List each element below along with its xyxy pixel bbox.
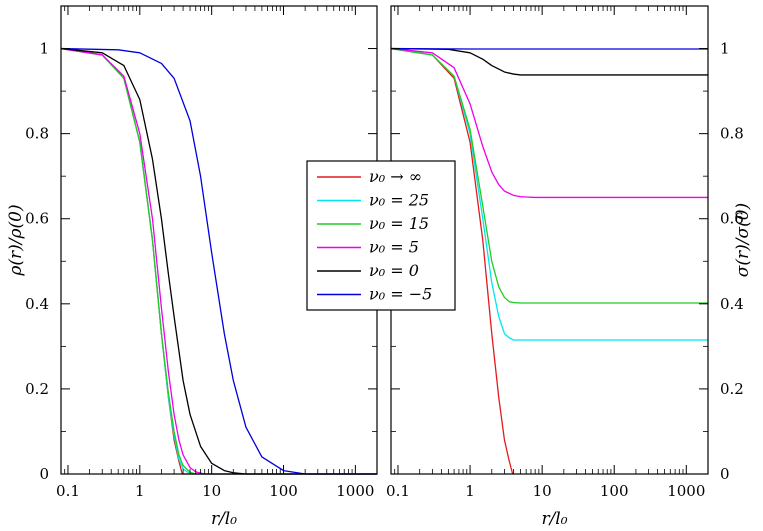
x-axis-label: r/l₀ [211, 509, 237, 529]
series-line-0 [390, 47, 514, 475]
y-tick-label: 0 [39, 465, 49, 483]
x-tick-label: 10 [202, 482, 221, 500]
x-tick-label: 10 [533, 482, 552, 500]
x-tick-label: 1000 [336, 482, 374, 500]
x-tick-label: 0.1 [56, 482, 80, 500]
series-line-3 [60, 47, 377, 475]
y-tick-label: 0.2 [25, 380, 49, 398]
y-tick-label: 0.4 [25, 295, 49, 313]
y-tick-label: 0.6 [720, 210, 744, 228]
legend-box [306, 160, 456, 311]
y-axis-label: ρ(r)/ρ(0) [6, 204, 26, 276]
y-tick-label: 0 [720, 465, 730, 483]
y-tick-label: 0.8 [25, 125, 49, 143]
legend: ν₀ → ∞ ν₀ = 25 ν₀ = 15 ν₀ = 5 ν₀ = 0 ν₀ = −5 [306, 160, 456, 311]
y-tick-label: 1 [720, 40, 730, 58]
legend-label-3: ν₀ = 5 [369, 238, 419, 257]
x-axis-label: r/l₀ [541, 509, 567, 529]
legend-label-5: ν₀ = −5 [369, 285, 432, 304]
x-tick-label: 100 [600, 482, 629, 500]
series-line-4 [390, 47, 708, 76]
x-tick-label: 100 [269, 482, 298, 500]
series-line-3 [390, 47, 708, 199]
right-chart-panel: 0.1 1 10 100 1000 0 0.2 0.4 0.6 0.8 1 r/l₀ σ(r)/σ(0) [386, 5, 753, 529]
legend-label-2: ν₀ = 15 [369, 214, 429, 233]
series-line-4 [60, 47, 377, 475]
y-tick-label: 0.4 [720, 295, 744, 313]
x-tick-label: 1 [465, 482, 475, 500]
y-axis-label: σ(r)/σ(0) [733, 203, 753, 277]
series-line-2 [390, 47, 708, 304]
legend-label-0: ν₀ → ∞ [369, 167, 422, 186]
y-tick-label: 0.6 [25, 210, 49, 228]
y-tick-label: 1 [39, 40, 49, 58]
y-tick-label: 0.2 [720, 380, 744, 398]
x-tick-label: 1 [135, 482, 145, 500]
y-tick-label: 0.8 [720, 125, 744, 143]
x-tick-label: 1000 [667, 482, 705, 500]
left-chart-panel: 0.1 1 10 100 1000 0 0.2 0.4 0.6 0.8 1 r/l₀ ρ(r)/ρ(0) [6, 5, 378, 529]
legend-label-4: ν₀ = 0 [369, 261, 419, 280]
legend-label-1: ν₀ = 25 [369, 191, 429, 210]
x-tick-label: 0.1 [386, 482, 410, 500]
series-line-5 [60, 47, 377, 475]
